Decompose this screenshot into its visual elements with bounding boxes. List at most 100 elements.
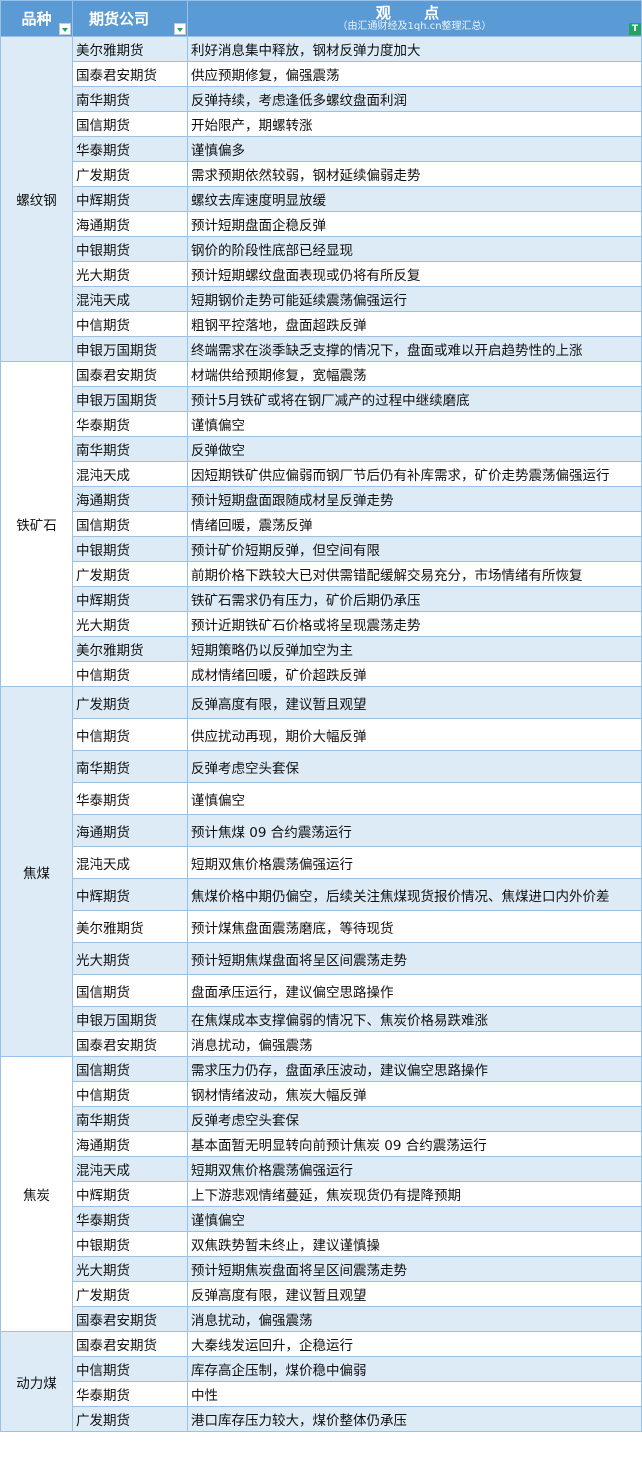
company-cell[interactable]: 中银期货 <box>72 236 188 262</box>
company-cell[interactable]: 光大期货 <box>72 1256 188 1282</box>
view-cell[interactable]: 螺纹去库速度明显放缓 <box>187 186 642 212</box>
company-cell[interactable]: 国信期货 <box>72 1056 188 1082</box>
company-cell[interactable]: 中辉期货 <box>72 186 188 212</box>
company-cell[interactable]: 华泰期货 <box>72 136 188 162</box>
company-cell[interactable]: 混沌天成 <box>72 1156 188 1182</box>
company-cell[interactable]: 美尔雅期货 <box>72 36 188 62</box>
view-cell[interactable]: 港口库存压力较大，煤价整体仍承压 <box>187 1406 642 1432</box>
view-cell[interactable]: 预计煤焦盘面震荡磨底，等待现货 <box>187 910 642 943</box>
company-cell[interactable]: 中信期货 <box>72 311 188 337</box>
view-cell[interactable]: 粗钢平控落地，盘面超跌反弹 <box>187 311 642 337</box>
view-cell[interactable]: 焦煤价格中期仍偏空，后续关注焦煤现货报价情况、焦煤进口内外价差 <box>187 878 642 911</box>
view-cell[interactable]: 消息扰动，偏强震荡 <box>187 1031 642 1057</box>
view-cell[interactable]: 短期双焦价格震荡偏强运行 <box>187 1156 642 1182</box>
company-cell[interactable]: 国泰君安期货 <box>72 1031 188 1057</box>
view-cell[interactable]: 消息扰动，偏强震荡 <box>187 1306 642 1332</box>
view-cell[interactable]: 短期钢价走势可能延续震荡偏强运行 <box>187 286 642 312</box>
company-cell[interactable]: 美尔雅期货 <box>72 636 188 662</box>
view-cell[interactable]: 基本面暂无明显转向前预计焦炭 09 合约震荡运行 <box>187 1131 642 1157</box>
view-cell[interactable]: 预计短期焦煤盘面将呈区间震荡走势 <box>187 942 642 975</box>
category-cell[interactable]: 动力煤 <box>0 1331 73 1432</box>
view-cell[interactable]: 双焦跌势暂未终止，建议谨慎操 <box>187 1231 642 1257</box>
view-cell[interactable]: 供应预期修复，偏强震荡 <box>187 61 642 87</box>
view-cell[interactable]: 反弹做空 <box>187 436 642 462</box>
company-cell[interactable]: 南华期货 <box>72 436 188 462</box>
company-cell[interactable]: 广发期货 <box>72 561 188 587</box>
filter-active-icon[interactable]: T <box>629 23 641 35</box>
view-cell[interactable]: 预计短期螺纹盘面表现或仍将有所反复 <box>187 261 642 287</box>
company-cell[interactable]: 南华期货 <box>72 1106 188 1132</box>
company-cell[interactable]: 海通期货 <box>72 486 188 512</box>
company-cell[interactable]: 光大期货 <box>72 261 188 287</box>
company-cell[interactable]: 国信期货 <box>72 111 188 137</box>
view-cell[interactable]: 钢价的阶段性底部已经显现 <box>187 236 642 262</box>
view-cell[interactable]: 预计短期盘面跟随成材呈反弹走势 <box>187 486 642 512</box>
view-cell[interactable]: 反弹高度有限，建议暂且观望 <box>187 686 642 719</box>
company-cell[interactable]: 中辉期货 <box>72 878 188 911</box>
view-cell[interactable]: 反弹持续，考虑逢低多螺纹盘面利润 <box>187 86 642 112</box>
view-cell[interactable]: 上下游悲观情绪蔓延，焦炭现货仍有提降预期 <box>187 1181 642 1207</box>
company-cell[interactable]: 光大期货 <box>72 611 188 637</box>
view-cell[interactable]: 大秦线发运回升，企稳运行 <box>187 1331 642 1357</box>
view-cell[interactable]: 利好消息集中释放，钢材反弹力度加大 <box>187 36 642 62</box>
view-cell[interactable]: 在焦煤成本支撑偏弱的情况下、焦炭价格易跌难涨 <box>187 1006 642 1032</box>
company-cell[interactable]: 海通期货 <box>72 1131 188 1157</box>
category-cell[interactable]: 焦炭 <box>0 1056 73 1332</box>
category-cell[interactable]: 焦煤 <box>0 686 73 1057</box>
view-cell[interactable]: 反弹高度有限，建议暂且观望 <box>187 1281 642 1307</box>
company-cell[interactable]: 海通期货 <box>72 814 188 847</box>
category-cell[interactable]: 螺纹钢 <box>0 36 73 362</box>
company-cell[interactable]: 国信期货 <box>72 511 188 537</box>
view-cell[interactable]: 需求预期依然较弱，钢材延续偏弱走势 <box>187 161 642 187</box>
company-cell[interactable]: 中信期货 <box>72 661 188 687</box>
view-cell[interactable]: 库存高企压制，煤价稳中偏弱 <box>187 1356 642 1382</box>
view-cell[interactable]: 预计5月铁矿或将在钢厂减产的过程中继续磨底 <box>187 386 642 412</box>
company-cell[interactable]: 中辉期货 <box>72 586 188 612</box>
filter-dropdown-icon[interactable] <box>174 23 186 35</box>
company-cell[interactable]: 华泰期货 <box>72 1381 188 1407</box>
company-cell[interactable]: 国泰君安期货 <box>72 1331 188 1357</box>
view-cell[interactable]: 成材情绪回暖，矿价超跌反弹 <box>187 661 642 687</box>
view-cell[interactable]: 因短期铁矿供应偏弱而钢厂节后仍有补库需求，矿价走势震荡偏强运行 <box>187 461 642 487</box>
view-cell[interactable]: 中性 <box>187 1381 642 1407</box>
company-cell[interactable]: 中信期货 <box>72 718 188 751</box>
view-cell[interactable]: 短期双焦价格震荡偏强运行 <box>187 846 642 879</box>
view-cell[interactable]: 预计短期焦炭盘面将呈区间震荡走势 <box>187 1256 642 1282</box>
company-cell[interactable]: 国泰君安期货 <box>72 61 188 87</box>
company-cell[interactable]: 海通期货 <box>72 211 188 237</box>
company-cell[interactable]: 混沌天成 <box>72 286 188 312</box>
company-cell[interactable]: 国信期货 <box>72 974 188 1007</box>
view-cell[interactable]: 开始限产，期螺转涨 <box>187 111 642 137</box>
company-cell[interactable]: 广发期货 <box>72 1406 188 1432</box>
company-cell[interactable]: 混沌天成 <box>72 846 188 879</box>
view-cell[interactable]: 反弹考虑空头套保 <box>187 750 642 783</box>
company-cell[interactable]: 光大期货 <box>72 942 188 975</box>
company-cell[interactable]: 申银万国期货 <box>72 1006 188 1032</box>
company-cell[interactable]: 华泰期货 <box>72 411 188 437</box>
view-cell[interactable]: 铁矿石需求仍有压力，矿价后期仍承压 <box>187 586 642 612</box>
view-cell[interactable]: 供应扰动再现，期价大幅反弹 <box>187 718 642 751</box>
view-cell[interactable]: 预计焦煤 09 合约震荡运行 <box>187 814 642 847</box>
company-cell[interactable]: 广发期货 <box>72 1281 188 1307</box>
company-cell[interactable]: 申银万国期货 <box>72 386 188 412</box>
company-cell[interactable]: 中辉期货 <box>72 1181 188 1207</box>
view-cell[interactable]: 谨慎偏空 <box>187 782 642 815</box>
company-cell[interactable]: 华泰期货 <box>72 1206 188 1232</box>
view-cell[interactable]: 预计短期盘面企稳反弹 <box>187 211 642 237</box>
view-cell[interactable]: 预计近期铁矿石价格或将呈现震荡走势 <box>187 611 642 637</box>
company-cell[interactable]: 南华期货 <box>72 750 188 783</box>
view-cell[interactable]: 谨慎偏空 <box>187 411 642 437</box>
view-cell[interactable]: 谨慎偏空 <box>187 1206 642 1232</box>
company-cell[interactable]: 广发期货 <box>72 161 188 187</box>
view-cell[interactable]: 需求压力仍存，盘面承压波动，建议偏空思路操作 <box>187 1056 642 1082</box>
view-cell[interactable]: 谨慎偏多 <box>187 136 642 162</box>
view-cell[interactable]: 反弹考虑空头套保 <box>187 1106 642 1132</box>
company-cell[interactable]: 中银期货 <box>72 1231 188 1257</box>
company-cell[interactable]: 广发期货 <box>72 686 188 719</box>
view-cell[interactable]: 短期策略仍以反弹加空为主 <box>187 636 642 662</box>
view-cell[interactable]: 材端供给预期修复，宽幅震荡 <box>187 361 642 387</box>
view-cell[interactable]: 预计矿价短期反弹，但空间有限 <box>187 536 642 562</box>
company-cell[interactable]: 南华期货 <box>72 86 188 112</box>
filter-dropdown-icon[interactable] <box>59 23 71 35</box>
company-cell[interactable]: 国泰君安期货 <box>72 1306 188 1332</box>
